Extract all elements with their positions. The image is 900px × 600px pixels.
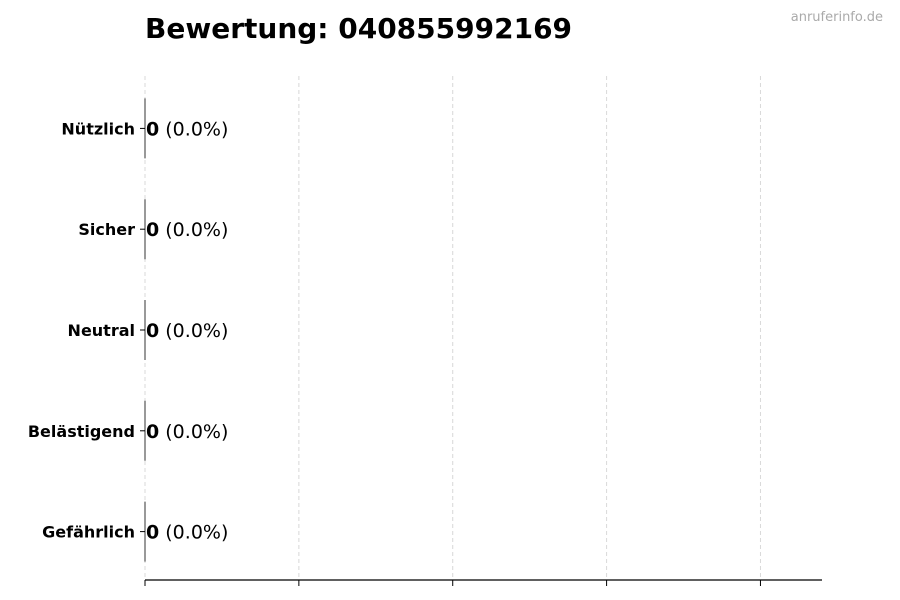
count-label: 0	[146, 522, 159, 544]
count-label: 0	[146, 219, 159, 241]
count-label: 0	[146, 118, 159, 140]
value-label: 0 (0.0%)	[146, 421, 228, 443]
value-label: 0 (0.0%)	[146, 522, 228, 544]
category-label: Nützlich	[61, 119, 135, 138]
category-label: Sicher	[78, 220, 135, 239]
percent-label: (0.0%)	[159, 320, 228, 342]
chart-title: Bewertung: 040855992169	[145, 12, 573, 45]
value-label: 0 (0.0%)	[146, 320, 228, 342]
percent-label: (0.0%)	[159, 421, 228, 443]
count-label: 0	[146, 421, 159, 443]
category-label: Gefährlich	[42, 523, 135, 542]
count-label: 0	[146, 320, 159, 342]
value-label: 0 (0.0%)	[146, 118, 228, 140]
percent-label: (0.0%)	[159, 118, 228, 140]
value-label: 0 (0.0%)	[146, 219, 228, 241]
category-label: Belästigend	[28, 422, 135, 441]
watermark: anruferinfo.de	[790, 10, 883, 25]
percent-label: (0.0%)	[159, 219, 228, 241]
category-label: Neutral	[68, 321, 135, 340]
percent-label: (0.0%)	[159, 522, 228, 544]
